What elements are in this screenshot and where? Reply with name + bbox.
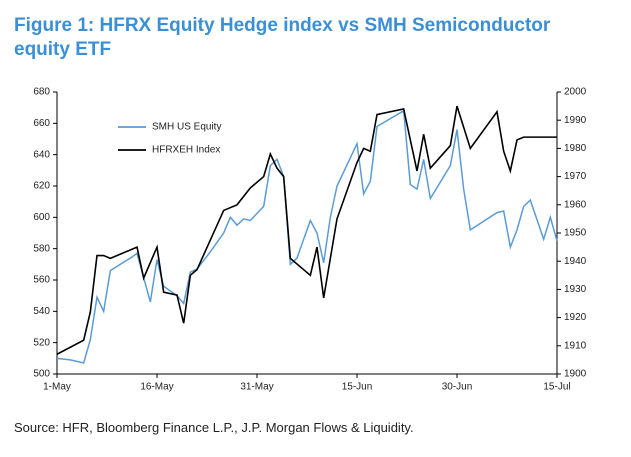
series-line (56, 109, 558, 364)
y2-tick-label: 1920 (564, 312, 587, 323)
y2-tick-label: 1910 (564, 340, 587, 351)
chart-title: Figure 1: HFRX Equity Hedge index vs SMH… (14, 15, 551, 60)
y-tick-label: 560 (33, 275, 50, 286)
series-line (56, 105, 557, 355)
x-tick-label: 1-May (43, 382, 71, 393)
x-tick-label: 30-Jun (442, 382, 473, 393)
y2-tick-label: 1980 (564, 143, 587, 154)
x-tick-label: 15-Jun (342, 382, 373, 393)
y-tick-label: 540 (33, 306, 50, 317)
source-note: Source: HFR, Bloomberg Finance L.P., J.P… (14, 420, 414, 435)
y-tick-label: 640 (33, 149, 50, 160)
y-tick-label: 620 (33, 181, 50, 192)
y-tick-label: 580 (33, 243, 50, 254)
y2-tick-label: 1950 (564, 228, 587, 239)
x-tick-label: 16-May (140, 382, 173, 393)
y-tick-label: 500 (33, 369, 50, 380)
y-tick-label: 600 (33, 212, 50, 223)
y-tick-label: 520 (33, 337, 50, 348)
x-tick-label: 15-Jul (543, 382, 570, 393)
y2-tick-label: 1940 (564, 256, 587, 267)
y2-tick-label: 1960 (564, 199, 587, 210)
y2-tick-label: 2000 (564, 87, 587, 98)
y-tick-label: 660 (33, 118, 50, 129)
x-tick-label: 31-May (240, 382, 273, 393)
y2-tick-label: 1990 (564, 115, 587, 126)
legend-label: HFRXEH Index (152, 145, 220, 156)
y2-tick-label: 1970 (564, 171, 587, 182)
y2-tick-label: 1930 (564, 284, 587, 295)
y-tick-label: 680 (33, 87, 50, 98)
y2-tick-label: 1900 (564, 369, 587, 380)
legend-label: SMH US Equity (152, 122, 221, 133)
